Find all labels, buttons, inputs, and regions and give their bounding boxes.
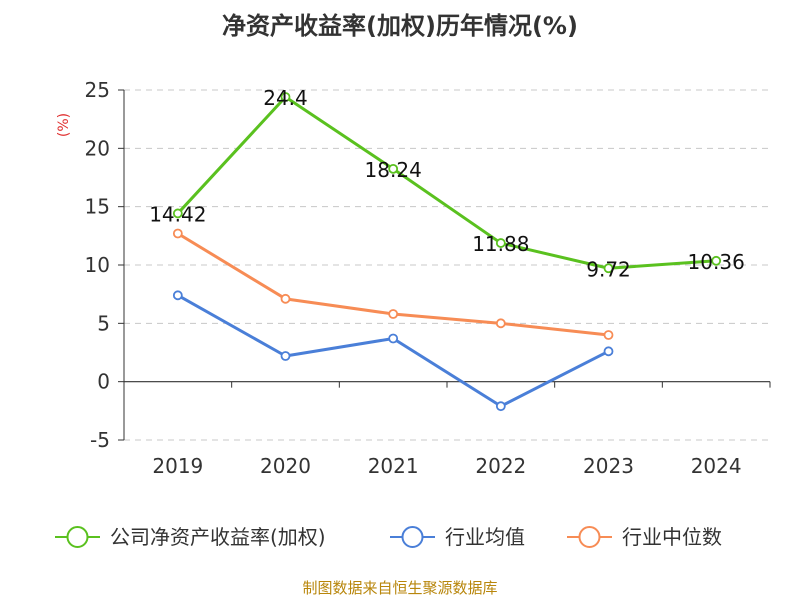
data-point: [495, 238, 506, 248]
series-line: [176, 95, 717, 270]
x-tick-label: 2022: [475, 454, 526, 478]
data-labels: 14.42 24.4 18.24 11.88 9.72 10.36: [149, 86, 745, 281]
y-tick-labels: 25 20 15 10 5 0 -5: [85, 78, 110, 452]
data-point: [495, 318, 506, 329]
data-point: [388, 333, 399, 344]
chart-title: 净资产收益率(加权)历年情况(%): [222, 12, 578, 40]
series-group: [172, 92, 722, 412]
x-tick-label: 2023: [583, 454, 634, 478]
legend-label: 行业中位数: [622, 525, 722, 549]
series-line: [177, 232, 609, 337]
legend-marker: [401, 526, 424, 548]
data-point: [603, 263, 614, 274]
y-tick-label: 5: [97, 311, 110, 335]
y-tick-label: -5: [90, 428, 110, 452]
data-point: [603, 330, 614, 340]
data-point: [280, 92, 291, 102]
data-point: [603, 346, 614, 357]
data-label: 9.72: [586, 257, 631, 281]
data-point: [280, 293, 291, 304]
legend-marker: [578, 526, 601, 548]
series-2: [172, 228, 614, 340]
legend: 公司净资产收益率(加权) 行业均值 行业中位数: [55, 525, 722, 549]
data-label: 18.24: [365, 158, 422, 182]
data-label: 10.36: [688, 250, 745, 274]
y-axis-label: (%): [56, 113, 72, 137]
legend-label: 行业均值: [445, 525, 525, 549]
series-1: [172, 290, 614, 412]
data-point: [388, 163, 399, 174]
x-tick-label: 2021: [368, 454, 419, 478]
x-tick-label: 2019: [152, 454, 203, 478]
axes: [118, 89, 771, 441]
y-tick-label: 15: [85, 195, 110, 219]
data-point: [495, 401, 506, 412]
data-label: 24.4: [263, 86, 308, 110]
x-tick-label: 2020: [260, 454, 311, 478]
data-point: [711, 255, 722, 266]
data-point: [172, 208, 183, 219]
legend-item-2: 行业中位数: [567, 525, 722, 549]
data-point: [172, 228, 183, 239]
x-tick-labels: 2019 2020 2021 2022 2023 2024: [152, 454, 741, 478]
source-note: 制图数据来自恒生聚源数据库: [302, 579, 497, 597]
data-label: 11.88: [472, 232, 529, 256]
y-tick-label: 20: [85, 136, 110, 160]
data-point: [280, 351, 291, 361]
legend-item-0: 公司净资产收益率(加权): [55, 525, 326, 549]
legend-marker: [66, 526, 89, 548]
data-point: [172, 290, 183, 301]
data-point: [388, 309, 399, 319]
legend-item-1: 行业均值: [390, 525, 525, 549]
y-tick-label: 25: [85, 78, 110, 102]
series-0: [172, 92, 722, 274]
legend-label: 公司净资产收益率(加权): [110, 525, 326, 549]
x-tick-label: 2024: [691, 454, 742, 478]
y-tick-label: 0: [97, 370, 110, 394]
y-tick-label: 10: [85, 253, 110, 277]
data-label: 14.42: [149, 202, 206, 226]
